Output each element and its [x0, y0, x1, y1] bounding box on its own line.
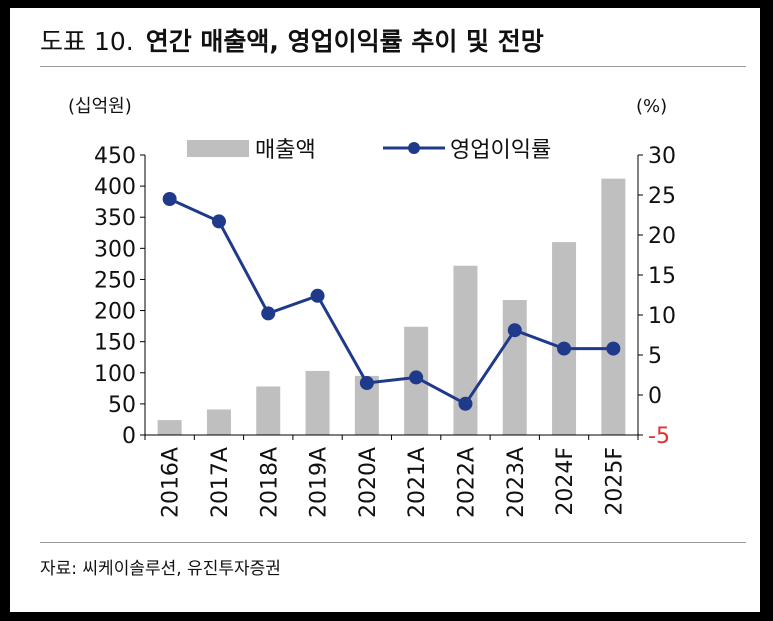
left-tick-label: 250	[94, 268, 136, 293]
bar-2019A	[305, 370, 330, 435]
x-tick-label-2024F: 2024F	[553, 447, 578, 516]
figure-source: 자료: 씨케이솔루션, 유진투자증권	[40, 559, 281, 579]
x-tick-label-2020A: 2020A	[356, 447, 381, 518]
bar-2017A	[206, 409, 231, 435]
x-tick-label-2021A: 2021A	[405, 447, 430, 518]
x-tick-label-2018A: 2018A	[257, 447, 282, 518]
source-divider	[40, 542, 746, 543]
bar-2018A	[256, 386, 281, 435]
left-tick-label: 400	[94, 175, 136, 200]
right-tick-label: 20	[648, 224, 676, 249]
right-tick-label: 5	[648, 344, 662, 369]
left-tick-label: 300	[94, 237, 136, 262]
margin-point-2024F	[557, 341, 572, 356]
margin-point-2017A	[211, 214, 226, 229]
margin-point-2022A	[458, 396, 473, 411]
right-tick-label: 15	[648, 264, 676, 289]
x-tick-label-2025F: 2025F	[602, 447, 627, 516]
right-tick-label: 25	[648, 184, 676, 209]
right-tick-label: 30	[648, 144, 676, 169]
bar-2016A	[157, 420, 182, 435]
left-tick-label: 350	[94, 206, 136, 231]
left-tick-label: 450	[94, 144, 136, 169]
left-tick-label: 150	[94, 331, 136, 356]
bar-2023A	[502, 299, 527, 435]
bar-2024F	[552, 242, 577, 435]
left-tick-label: 50	[108, 393, 136, 418]
left-tick-label: 100	[94, 362, 136, 387]
x-tick-label-2017A: 2017A	[208, 447, 233, 518]
legend-bar-label: 매출액	[255, 138, 316, 163]
legend-line-label: 영업이익률	[450, 138, 551, 163]
figure-frame	[10, 8, 760, 612]
margin-point-2020A	[359, 376, 374, 390]
title-divider	[40, 66, 746, 67]
margin-line	[169, 197, 614, 406]
left-axis-unit: (십억원)	[68, 96, 132, 117]
x-tick-label-2016A: 2016A	[159, 447, 184, 518]
figure-label: 도표 10.	[40, 27, 134, 56]
margin-point-2016A	[162, 192, 177, 206]
bar-2025F	[601, 178, 626, 435]
legend-line-marker	[408, 142, 420, 154]
x-tick-label-2023A: 2023A	[504, 447, 529, 518]
right-tick-label: 10	[648, 304, 676, 329]
margin-point-2025F	[606, 341, 621, 356]
x-tick-label-2019A: 2019A	[307, 447, 332, 518]
margin-point-2023A	[507, 323, 522, 338]
figure-title: 도표 10. 연간 매출액, 영업이익률 추이 및 전망	[40, 22, 544, 58]
right-tick-label: -5	[648, 424, 670, 449]
figure-main-title: 연간 매출액, 영업이익률 추이 및 전망	[145, 27, 544, 56]
x-tick-label-2022A: 2022A	[454, 447, 479, 518]
right-tick-label: 0	[648, 384, 662, 409]
margin-point-2018A	[261, 306, 276, 321]
right-axis-unit: (%)	[636, 96, 667, 117]
left-tick-label: 200	[94, 300, 136, 325]
left-tick-label: 0	[122, 424, 136, 449]
legend-bar-swatch	[187, 140, 249, 157]
margin-point-2019A	[310, 288, 325, 303]
margin-point-2021A	[409, 370, 424, 385]
